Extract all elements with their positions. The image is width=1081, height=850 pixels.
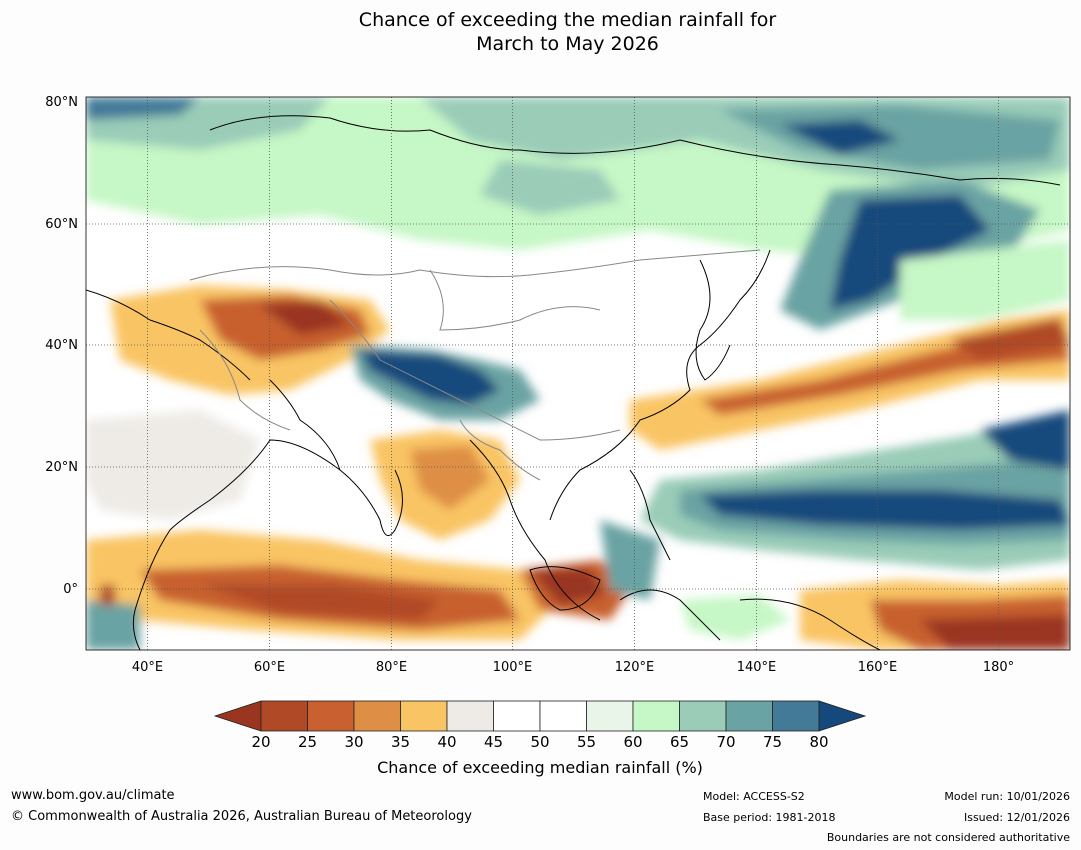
colorbar-bin-25-30	[307, 700, 355, 732]
colorbar-tick-55: 55	[576, 733, 597, 751]
colorbar-bin-50-55	[539, 700, 587, 732]
colorbar-bin-35-40	[400, 700, 448, 732]
colorbar-bin-40-45	[446, 700, 494, 732]
colorbar-bin-70-75	[725, 700, 773, 732]
lon-label-160e: 160°E	[857, 660, 898, 675]
colorbar-tick-30: 30	[344, 733, 364, 751]
colorbar-bin-30-35	[353, 700, 401, 732]
footer-url[interactable]: www.bom.gov.au/climate	[11, 788, 175, 803]
lon-label-40e: 40°E	[131, 660, 164, 675]
title-line-2: March to May 2026	[476, 33, 659, 55]
lon-label-120e: 120°E	[614, 660, 655, 675]
rainfall-probability-field	[86, 97, 1070, 650]
colorbar-tick-20: 20	[251, 733, 271, 751]
lon-label-60e: 60°E	[253, 660, 286, 675]
footer-copyright: © Commonwealth of Australia 2026, Austra…	[11, 809, 472, 824]
colorbar-bin-45-50	[493, 700, 541, 732]
colorbar-tick-40: 40	[437, 733, 457, 751]
colorbar-over-arrow	[818, 700, 867, 732]
title-line-1: Chance of exceeding the median rainfall …	[358, 9, 777, 31]
colorbar-under-arrow	[213, 700, 262, 732]
lon-label-140e: 140°E	[736, 660, 777, 675]
lat-label-20n: 20°N	[45, 460, 78, 475]
graticule	[86, 97, 1070, 650]
lat-label-80n: 80°N	[45, 95, 78, 110]
colorbar-tick-70: 70	[716, 733, 736, 751]
lat-label-40n: 40°N	[45, 338, 78, 353]
chart-title: Chance of exceeding the median rainfall …	[0, 8, 1081, 56]
colorbar-bin-65-70	[679, 700, 727, 732]
colorbar-bin-60-65	[632, 700, 680, 732]
coastlines	[86, 115, 1061, 650]
colorbar-bin-20-25	[260, 700, 308, 732]
map-frame	[85, 96, 1071, 651]
colorbar-tick-60: 60	[623, 733, 643, 751]
colorbar	[213, 700, 867, 732]
footer-base-period: Base period: 1981-2018	[703, 811, 836, 824]
colorbar-tick-75: 75	[762, 733, 783, 751]
lon-label-180: 180°	[982, 660, 1015, 675]
colorbar-tick-35: 35	[390, 733, 411, 751]
colorbar-bin-75-80	[772, 700, 820, 732]
lon-label-100e: 100°E	[492, 660, 533, 675]
footer-model: Model: ACCESS-S2	[703, 790, 805, 803]
lat-label-60n: 60°N	[45, 217, 78, 232]
colorbar-title: Chance of exceeding median rainfall (%)	[377, 758, 703, 777]
lat-label-0: 0°	[63, 582, 78, 597]
colorbar-tick-45: 45	[483, 733, 504, 751]
lon-label-80e: 80°E	[375, 660, 408, 675]
colorbar-tick-25: 25	[297, 733, 318, 751]
footer-issued: Issued: 12/01/2026	[963, 811, 1070, 824]
country-boundaries	[189, 249, 761, 481]
colorbar-tick-65: 65	[669, 733, 690, 751]
colorbar-tick-50: 50	[530, 733, 550, 751]
colorbar-bin-55-60	[586, 700, 634, 732]
footer-disclaimer: Boundaries are not considered authoritat…	[826, 831, 1070, 844]
footer-model-run: Model run: 10/01/2026	[944, 790, 1070, 803]
colorbar-tick-80: 80	[809, 733, 829, 751]
